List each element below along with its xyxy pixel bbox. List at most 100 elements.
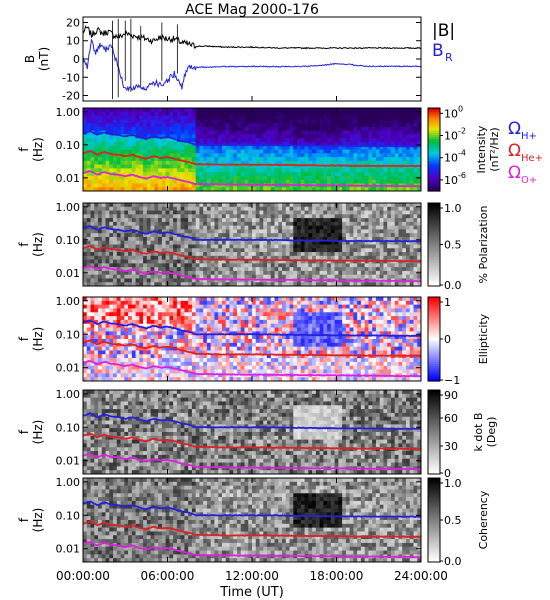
- heatmap-1-cell: [338, 255, 343, 261]
- heatmap-0-cell: [191, 138, 197, 143]
- heatmap-2-cell: [120, 365, 125, 371]
- heatmap-0-cell: [413, 187, 418, 192]
- heatmap-1-cell: [188, 233, 193, 238]
- heatmap-1-cell: [360, 206, 366, 212]
- heatmap-2-cell: [188, 323, 193, 329]
- heatmap-0-cell: [225, 145, 230, 150]
- heatmap-1-cell: [285, 274, 291, 279]
- heatmap-0-cell: [188, 115, 193, 120]
- heatmap-0-cell: [244, 115, 249, 120]
- heatmap-1-cell: [319, 240, 324, 245]
- heatmap-1-cell: [199, 274, 204, 279]
- heatmap-2-cell: [221, 327, 227, 332]
- heatmap-0-cell: [255, 164, 261, 169]
- heatmap-2-cell: [90, 342, 95, 348]
- heatmap-0-cell: [221, 168, 227, 173]
- heatmap-0-cell: [83, 153, 88, 158]
- heatmap-0-cell: [188, 164, 193, 169]
- heatmap-0-cell: [180, 145, 185, 150]
- heatmap-0-cell: [349, 153, 354, 158]
- heatmap-0-cell: [169, 157, 174, 162]
- heatmap-1-cell: [312, 263, 317, 268]
- heatmap-2-cell: [158, 331, 163, 336]
- heatmap-1-cell: [409, 240, 414, 245]
- heatmap-1-cell: [360, 225, 366, 230]
- heatmap-0-cell: [383, 126, 388, 132]
- heatmap-0-cell: [229, 126, 234, 132]
- heatmap-1-cell: [158, 267, 163, 272]
- heatmap-1-cell: [233, 214, 238, 219]
- heatmap-0-cell: [248, 172, 253, 177]
- heatmap-2-cell: [83, 350, 88, 355]
- heatmap-0-cell: [383, 145, 388, 150]
- heatmap-2-cell: [116, 335, 122, 340]
- heatmap-0-cell: [218, 149, 223, 154]
- heatmap-0-cell: [158, 168, 163, 173]
- heatmap-1-cell: [252, 229, 257, 234]
- colorbar-1-swatch: [428, 246, 440, 250]
- heatmap-0-cell: [214, 111, 219, 117]
- heatmap-0-cell: [184, 108, 189, 113]
- heatmap-1-cell: [413, 267, 418, 272]
- heatmap-1-cell: [195, 244, 200, 249]
- heatmap-1-cell: [191, 274, 197, 279]
- heatmap-0-cell: [308, 141, 313, 147]
- heatmap-1-cell: [330, 225, 336, 230]
- heatmap-0-cell: [297, 164, 302, 169]
- colorbar-1-swatch: [428, 223, 440, 227]
- heatmap-1-cell: [360, 263, 366, 268]
- heatmap-0-cell: [105, 187, 110, 192]
- heatmap-0-cell: [282, 179, 287, 184]
- heatmap-0-cell: [188, 108, 193, 113]
- heatmap-2-cell: [83, 373, 88, 378]
- heatmap-0-cell: [101, 138, 107, 143]
- heatmap-1-cell: [206, 214, 212, 219]
- heatmap-1-cell: [394, 270, 399, 276]
- colorbar-ticklabel-0-3: 10: [444, 174, 458, 187]
- heatmap-0-cell: [330, 145, 336, 150]
- heatmap-1-cell: [229, 244, 234, 249]
- heatmap-2-cell: [173, 312, 178, 317]
- heatmap-0-cell: [353, 175, 358, 181]
- heatmap-0-cell: [169, 141, 174, 147]
- heatmap-0-cell: [409, 126, 414, 132]
- heatmap-1-cell: [345, 252, 351, 257]
- heatmap-2-cell: [195, 327, 200, 332]
- heatmap-1-cell: [210, 274, 215, 279]
- heatmap-0-cell: [218, 108, 223, 113]
- heatmap-1-cell: [270, 233, 276, 238]
- heatmap-0-cell: [297, 157, 302, 162]
- heatmap-1-cell: [218, 206, 223, 212]
- heatmap-1-cell: [131, 255, 137, 261]
- heatmap-0-cell: [263, 149, 268, 154]
- heatmap-2-cell: [173, 304, 178, 309]
- colorbar-0-swatch: [428, 176, 440, 180]
- heatmap-1-cell: [154, 210, 159, 215]
- heatmap-0-cell: [143, 119, 148, 124]
- heatmap-2-cell: [218, 361, 223, 367]
- colorbar-1-swatch: [428, 232, 440, 235]
- heatmap-1-cell: [417, 218, 422, 223]
- heatmap-1-cell: [86, 278, 92, 283]
- heatmap-1-cell: [278, 236, 283, 242]
- heatmap-1-cell: [357, 214, 362, 219]
- heatmap-0-cell: [372, 115, 377, 120]
- heatmap-1-cell: [323, 259, 328, 264]
- heatmap-1-cell: [274, 203, 279, 208]
- heatmap-0-cell: [263, 111, 268, 117]
- heatmap-1-cell: [345, 255, 351, 261]
- heatmap-1-cell: [195, 240, 200, 245]
- heatmap-1-cell: [90, 240, 95, 245]
- heatmap-1-cell: [300, 248, 306, 253]
- heatmap-0-cell: [282, 160, 287, 166]
- heatmap-1-cell: [135, 214, 140, 219]
- heatmap-0-cell: [86, 157, 92, 162]
- heatmap-2-cell: [165, 339, 170, 344]
- heatmap-1-cell: [210, 210, 215, 215]
- heatmap-1-cell: [199, 206, 204, 212]
- heatmap-2-cell: [105, 365, 110, 371]
- heatmap-1-cell: [300, 270, 306, 276]
- heatmap-0-cell: [319, 141, 324, 147]
- heatmap-0-cell: [236, 160, 242, 166]
- heatmap-1-cell: [289, 218, 294, 223]
